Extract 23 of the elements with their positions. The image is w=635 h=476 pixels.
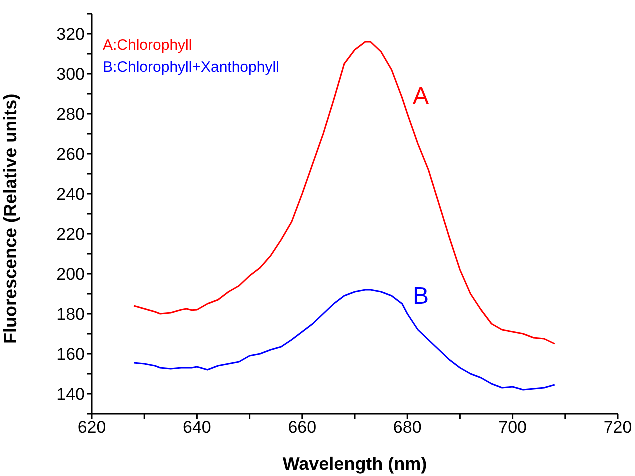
y-tick-label: 140 xyxy=(56,385,85,404)
text: B:Chlorophyll+Xanthophyll xyxy=(103,58,280,78)
y-tick-label: 260 xyxy=(56,145,85,164)
x-tick-label: 620 xyxy=(78,418,106,438)
line-series xyxy=(133,289,556,391)
y-axis-title: Fluorescence (Relative units) xyxy=(0,94,20,344)
x-tick-label: 680 xyxy=(393,418,422,438)
y-tick-label: 220 xyxy=(56,225,85,244)
text: A:Chlorophyll xyxy=(103,36,194,56)
y-tick-label: 300 xyxy=(56,65,85,84)
x-axis-title: Wavelength (nm) xyxy=(282,454,428,474)
x-tick-label: 640 xyxy=(183,418,212,438)
annotation: A xyxy=(413,83,430,110)
x-tick-label: 720 xyxy=(604,418,632,438)
annotation: B xyxy=(413,283,430,310)
y-tick-label: 280 xyxy=(56,105,85,124)
y-tick-label: 160 xyxy=(56,345,85,364)
y-tick-label: 200 xyxy=(56,265,85,284)
x-tick-label: 700 xyxy=(498,418,527,438)
y-tick-label: 240 xyxy=(56,185,85,204)
x-tick-label: 660 xyxy=(288,418,317,438)
y-tick-label: 320 xyxy=(56,25,85,44)
y-tick-label: 180 xyxy=(56,305,85,324)
